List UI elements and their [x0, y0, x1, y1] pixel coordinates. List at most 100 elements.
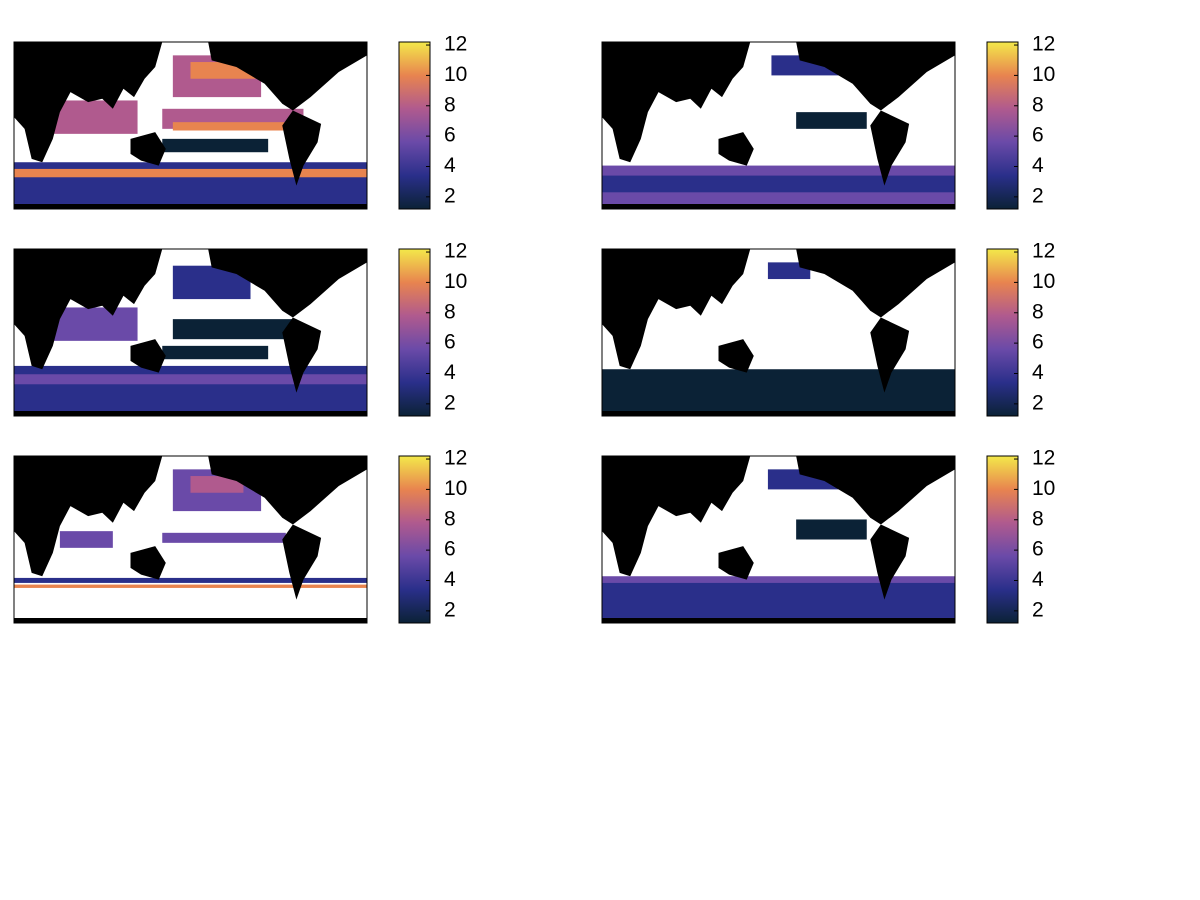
ocean-field: [14, 577, 367, 583]
colorbar-tick-label: 12: [1032, 240, 1055, 263]
land: [130, 339, 166, 373]
land: [208, 249, 367, 318]
colorbar-tick-label: 4: [1032, 568, 1044, 591]
map-frame: [13, 41, 368, 210]
land: [718, 132, 754, 166]
colorbar-tick-label: 12: [444, 33, 467, 56]
colorbar-tick-label: 8: [444, 507, 456, 530]
colorbar-tick-label: 4: [444, 154, 456, 177]
ocean-field: [162, 138, 269, 153]
colorbar-tick-label: 10: [1032, 63, 1055, 86]
land: [602, 249, 751, 370]
colorbar: [986, 41, 1019, 210]
map-panel: 2 4 6 8 10 12: [601, 33, 1055, 210]
ocean-field: [172, 122, 297, 131]
ocean-field: [14, 162, 367, 204]
colorbar-tick-label: 6: [444, 124, 456, 147]
colorbar-tick-label: 6: [1032, 124, 1044, 147]
colorbar-tick-label: 2: [1032, 598, 1044, 621]
land: [282, 110, 322, 186]
colorbar-tick-label: 4: [444, 568, 456, 591]
colorbar-tick-label: 12: [1032, 447, 1055, 470]
ocean-field: [14, 584, 367, 588]
ocean-field: [49, 307, 138, 341]
colorbar: [398, 248, 431, 417]
ocean-field: [602, 369, 955, 411]
land: [602, 456, 751, 577]
colorbar-tick-label: 8: [444, 93, 456, 116]
map-area: [14, 42, 367, 209]
map-frame: [601, 41, 956, 210]
colorbar-tick-label: 2: [444, 391, 456, 414]
ocean-field: [14, 365, 367, 411]
ocean-field: [796, 112, 867, 129]
colorbar-tick-label: 4: [444, 361, 456, 384]
colorbar-tick-label: 6: [1032, 538, 1044, 561]
colorbar-tick-label: 8: [1032, 507, 1044, 530]
land: [796, 249, 955, 318]
colorbar: [398, 455, 431, 624]
land: [718, 339, 754, 373]
map-panel: 2 4 6 8 10 12: [13, 240, 467, 417]
ocean-field: [602, 579, 955, 618]
map-panel: 2 4 6 8 10 12: [601, 240, 1055, 417]
map-panel: 2 4 6 8 10 12: [13, 33, 467, 210]
colorbar-tick-label: 8: [1032, 300, 1044, 323]
ocean-field: [602, 175, 955, 193]
ocean-field: [796, 519, 867, 540]
colorbar-tick-label: 10: [444, 477, 467, 500]
colorbar-tick-label: 10: [1032, 477, 1055, 500]
colorbar-tick-label: 2: [1032, 184, 1044, 207]
ocean-field: [602, 576, 955, 583]
land: [282, 317, 322, 393]
land: [14, 42, 163, 163]
land: [282, 524, 322, 600]
map-panel: 2 4 6 8 10 12: [601, 447, 1055, 624]
ocean-field: [59, 531, 113, 548]
land: [14, 617, 367, 623]
colorbar-tick-label: 2: [444, 598, 456, 621]
colorbar: [986, 455, 1019, 624]
map-frame: [601, 455, 956, 624]
colorbar-tick-label: 12: [444, 447, 467, 470]
land: [130, 546, 166, 580]
colorbar-tick-label: 4: [1032, 361, 1044, 384]
colorbar-tick-label: 12: [1032, 33, 1055, 56]
land: [14, 456, 163, 577]
land: [796, 456, 955, 525]
colorbar-tick-label: 6: [444, 331, 456, 354]
ocean-field: [162, 532, 286, 543]
ocean-field: [162, 345, 269, 360]
map-area: [602, 249, 955, 416]
land: [602, 42, 751, 163]
colorbar-tick-label: 2: [1032, 391, 1044, 414]
map-area: [14, 249, 367, 416]
land: [208, 456, 367, 525]
land: [870, 524, 910, 600]
colorbar-tick-label: 6: [1032, 331, 1044, 354]
land: [870, 110, 910, 186]
land: [208, 42, 367, 111]
land: [602, 617, 955, 623]
ocean-field: [49, 100, 138, 134]
colorbar-tick-label: 4: [1032, 154, 1044, 177]
colorbar-tick-label: 10: [444, 63, 467, 86]
land: [718, 546, 754, 580]
land: [14, 410, 367, 416]
land: [130, 132, 166, 166]
colorbar-tick-label: 2: [444, 184, 456, 207]
colorbar-tick-label: 10: [1032, 270, 1055, 293]
map-area: [14, 456, 367, 623]
colorbar-tick-label: 10: [444, 270, 467, 293]
map-panel: 2 4 6 8 10 12: [13, 447, 467, 624]
colorbar-tick-label: 6: [444, 538, 456, 561]
land: [870, 317, 910, 393]
colorbar: [986, 248, 1019, 417]
map-area: [602, 42, 955, 209]
map-frame: [13, 248, 368, 417]
colorbar-tick-label: 8: [444, 300, 456, 323]
map-frame: [601, 248, 956, 417]
ocean-field: [14, 374, 367, 385]
land: [602, 203, 955, 209]
